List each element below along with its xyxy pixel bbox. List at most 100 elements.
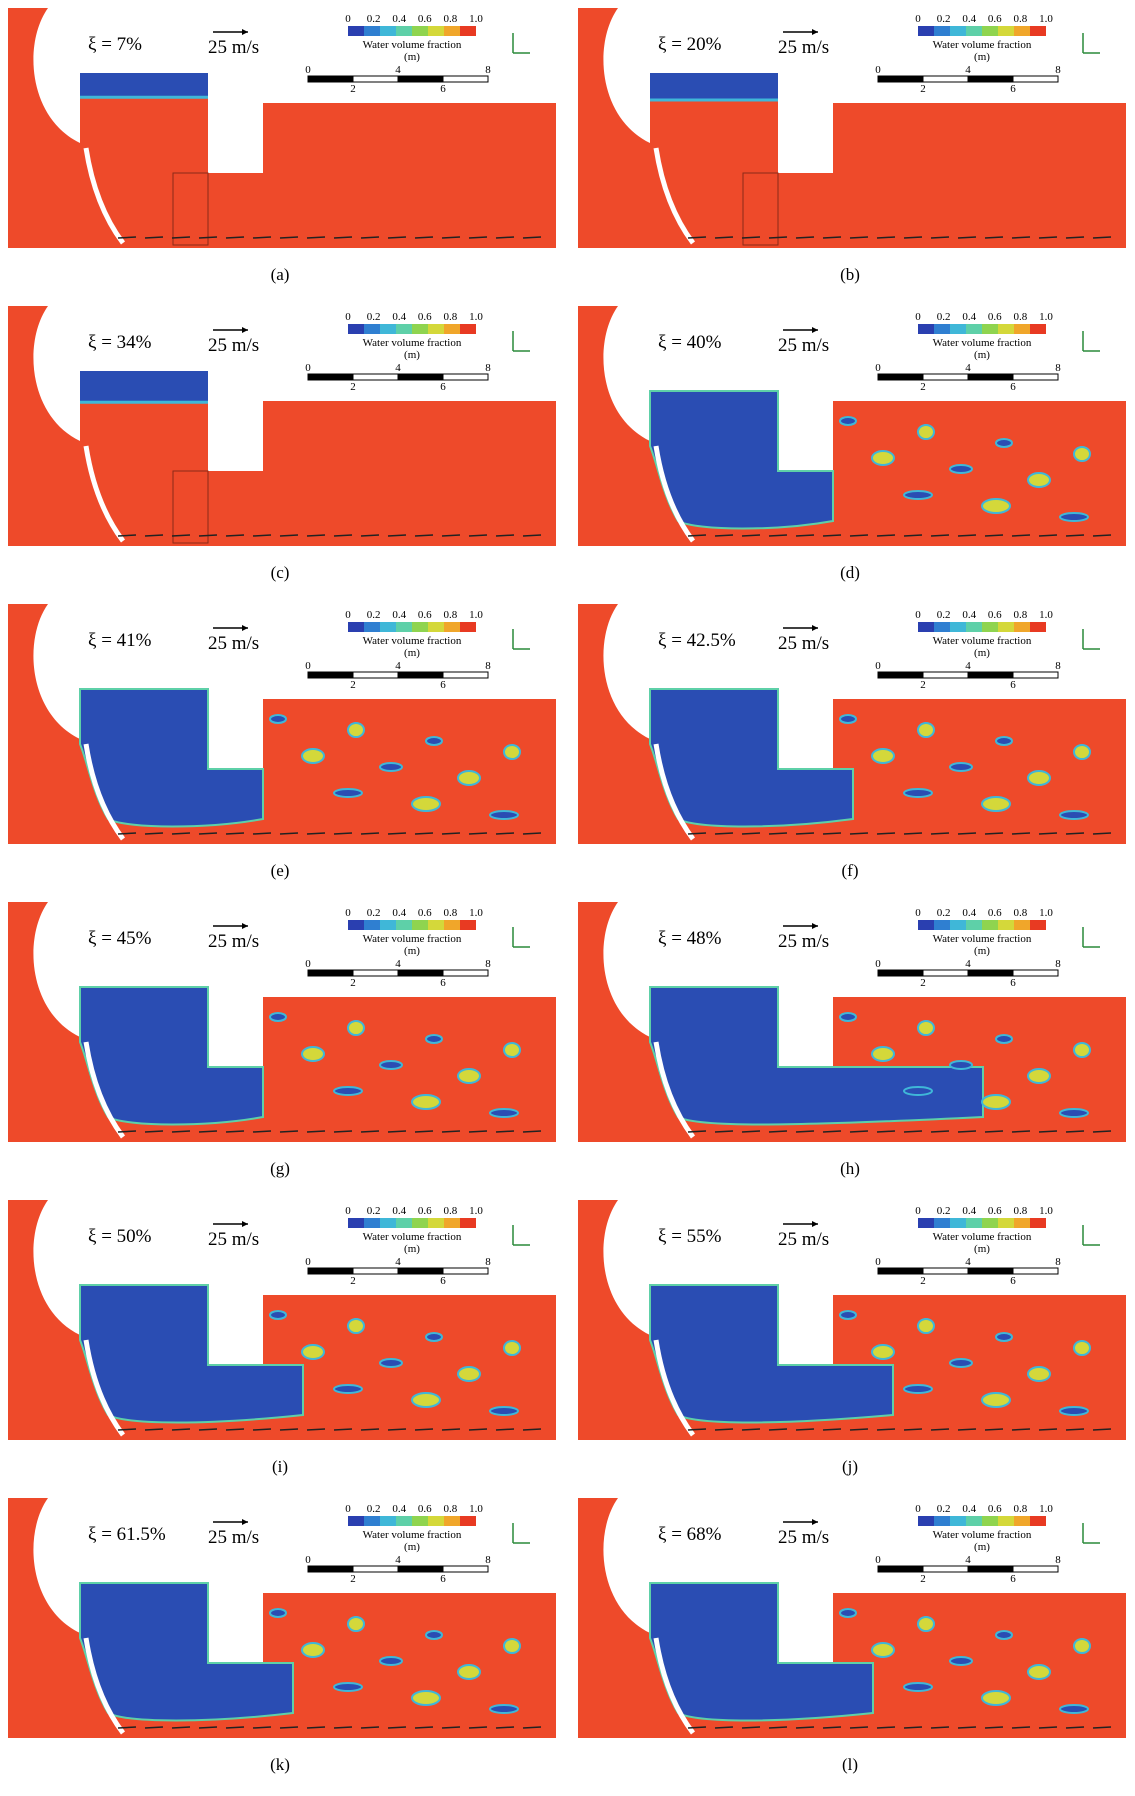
colorbar-tick: 1.0 — [469, 311, 483, 323]
velocity-vector — [118, 1131, 136, 1132]
colorbar-tick: 0.2 — [367, 907, 381, 919]
colorbar-cell — [444, 622, 460, 632]
panel: ξ = 40%25 m/s00.20.40.60.81.0Water volum… — [578, 306, 1126, 582]
colorbar-tick: 0 — [915, 907, 921, 919]
speed-arrowhead — [812, 923, 818, 929]
water-blob — [348, 1021, 364, 1035]
velocity-vector — [145, 535, 163, 536]
velocity-vector — [118, 1727, 136, 1728]
velocity-vector — [1093, 237, 1111, 238]
velocity-vector — [469, 1131, 487, 1132]
colorbar-tick: 0.6 — [988, 13, 1002, 25]
axis-triad — [513, 927, 530, 947]
velocity-vector — [226, 1131, 244, 1132]
water-blob — [270, 1013, 286, 1021]
colorbar-tick: 0.6 — [418, 13, 432, 25]
colorbar-cell — [966, 324, 982, 334]
velocity-vector — [199, 237, 217, 238]
water-blob — [302, 1643, 324, 1657]
velocity-vector — [688, 237, 706, 238]
velocity-vector — [769, 1131, 787, 1132]
colorbar-cell — [918, 1218, 934, 1228]
scale-segment — [443, 1268, 488, 1274]
velocity-vector — [523, 1727, 541, 1728]
scale-tick: 8 — [485, 1554, 491, 1566]
velocity-vector — [334, 535, 352, 536]
scale-tick: 2 — [350, 679, 356, 691]
velocity-vector — [469, 535, 487, 536]
scale-tick: 6 — [1010, 83, 1016, 95]
velocity-vector — [1066, 535, 1084, 536]
colorbar-cell — [950, 324, 966, 334]
velocity-vector — [253, 1131, 271, 1132]
velocity-vector — [1093, 535, 1111, 536]
velocity-vector — [442, 1429, 460, 1430]
velocity-vector — [715, 237, 733, 238]
water-blob — [1028, 1367, 1050, 1381]
water-blob — [918, 1319, 934, 1333]
legend-title: Water volume fraction — [933, 635, 1032, 647]
velocity-vector — [442, 535, 460, 536]
water-blob — [1028, 1665, 1050, 1679]
velocity-vector — [958, 1131, 976, 1132]
scale-tick: 4 — [395, 1554, 401, 1566]
water-blob — [426, 1631, 442, 1639]
colorbar-cell — [428, 920, 444, 930]
water-blob — [270, 715, 286, 723]
velocity-vector — [904, 237, 922, 238]
velocity-vector — [496, 535, 514, 536]
velocity-vector — [226, 1727, 244, 1728]
colorbar-cell — [428, 324, 444, 334]
colorbar-cell — [444, 1516, 460, 1526]
colorbar-cell — [950, 622, 966, 632]
colorbar-cell — [934, 622, 950, 632]
colorbar-cell — [348, 324, 364, 334]
velocity-vector — [415, 535, 433, 536]
panel-caption: (a) — [271, 265, 290, 284]
xi-label: ξ = 20% — [658, 34, 722, 55]
scale-tick: 2 — [920, 1573, 926, 1585]
colorbar-cell — [412, 26, 428, 36]
scale-tick: 6 — [1010, 679, 1016, 691]
velocity-vector — [1039, 1429, 1057, 1430]
scale-tick: 6 — [440, 1275, 446, 1287]
velocity-vector — [172, 535, 190, 536]
scale-segment — [923, 970, 968, 976]
velocity-vector — [877, 1429, 895, 1430]
colorbar-cell — [444, 324, 460, 334]
legend-unit: (m) — [404, 349, 420, 361]
water-blob — [950, 465, 972, 473]
water-blob — [918, 723, 934, 737]
scale-tick: 8 — [485, 64, 491, 76]
colorbar-tick: 0.2 — [937, 1205, 951, 1217]
scale-segment — [923, 1566, 968, 1572]
colorbar-tick: 0 — [915, 1205, 921, 1217]
velocity-vector — [280, 1131, 298, 1132]
colorbar-cell — [348, 920, 364, 930]
colorbar-tick: 0.4 — [962, 907, 976, 919]
xi-label: ξ = 45% — [88, 928, 152, 949]
colorbar-cell — [396, 622, 412, 632]
scale-segment — [968, 1268, 1013, 1274]
colorbar-tick: 0.4 — [392, 609, 406, 621]
axis-triad — [1083, 1225, 1100, 1245]
colorbar-tick: 0.8 — [1014, 311, 1028, 323]
scale-tick: 8 — [1055, 958, 1061, 970]
colorbar-cell — [412, 1218, 428, 1228]
colorbar-cell — [380, 622, 396, 632]
velocity-vector — [523, 237, 541, 238]
scale-tick: 0 — [875, 660, 881, 672]
water-blob — [982, 797, 1010, 811]
legend-title: Water volume fraction — [363, 1529, 462, 1541]
water-blob — [458, 1665, 480, 1679]
velocity-vector — [523, 1131, 541, 1132]
water-blob — [904, 491, 932, 499]
axis-triad — [513, 1523, 530, 1543]
axis-triad — [513, 331, 530, 351]
velocity-vector — [388, 1727, 406, 1728]
legend-title: Water volume fraction — [363, 337, 462, 349]
colorbar-tick: 0.2 — [937, 907, 951, 919]
velocity-vector — [688, 1131, 706, 1132]
velocity-vector — [253, 833, 271, 834]
velocity-vector — [388, 833, 406, 834]
